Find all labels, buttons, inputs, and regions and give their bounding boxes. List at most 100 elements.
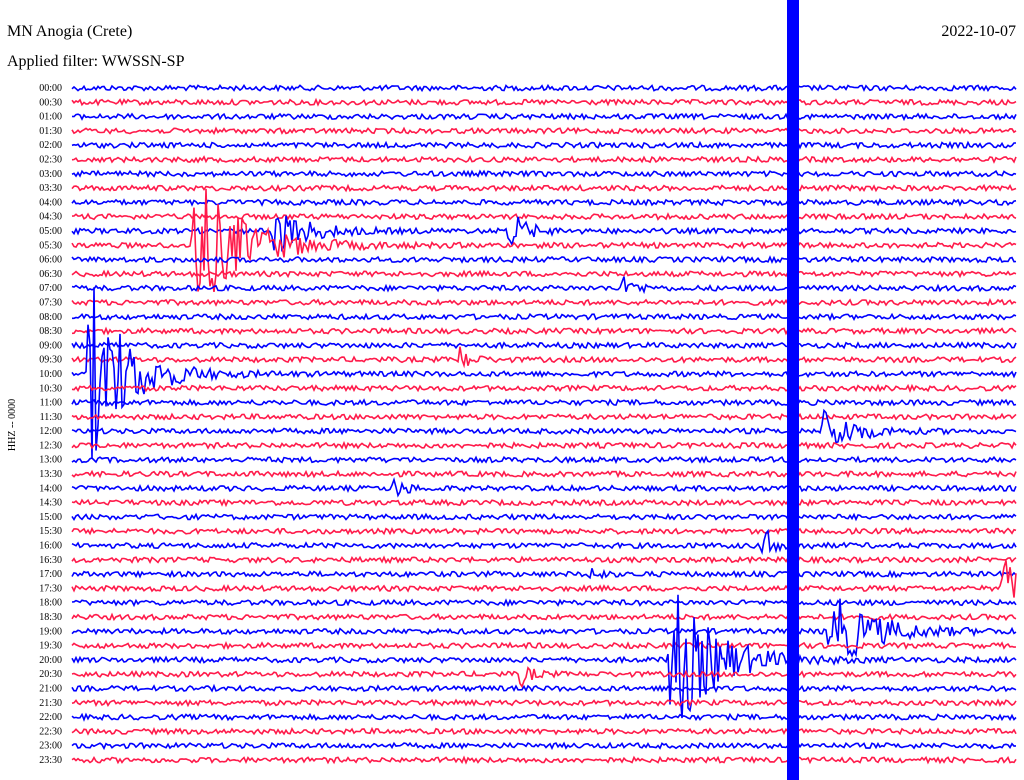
trace bbox=[71, 188, 1017, 293]
trace bbox=[71, 287, 1017, 459]
trace bbox=[71, 469, 1017, 479]
trace bbox=[71, 612, 1017, 622]
time-label: 18:30 bbox=[39, 612, 62, 623]
time-label: 00:00 bbox=[39, 83, 62, 94]
trace bbox=[71, 341, 1017, 350]
time-label: 02:00 bbox=[39, 140, 62, 151]
time-label: 22:30 bbox=[39, 726, 62, 737]
time-label: 03:00 bbox=[39, 169, 62, 180]
time-label: 06:30 bbox=[39, 269, 62, 280]
trace bbox=[71, 326, 1017, 336]
trace bbox=[71, 198, 1017, 207]
trace bbox=[71, 183, 1017, 193]
time-label: 06:00 bbox=[39, 255, 62, 266]
time-label: 09:30 bbox=[39, 355, 62, 366]
trace bbox=[71, 83, 1017, 93]
time-label: 03:30 bbox=[39, 183, 62, 194]
trace bbox=[71, 666, 1017, 689]
time-label: 23:30 bbox=[39, 755, 62, 766]
trace bbox=[71, 498, 1017, 508]
filter: Applied filter: WWSSN-SP bbox=[7, 53, 185, 70]
trace bbox=[71, 140, 1016, 150]
trace bbox=[71, 346, 1017, 369]
trace bbox=[71, 640, 1017, 651]
trace bbox=[71, 440, 1017, 451]
time-label: 23:00 bbox=[39, 741, 62, 752]
time-label: 04:30 bbox=[39, 212, 62, 223]
time-label: 02:30 bbox=[39, 154, 62, 165]
station: MN Anogia (Crete) bbox=[7, 23, 132, 40]
trace bbox=[71, 297, 1017, 307]
trace bbox=[71, 276, 1017, 295]
time-label: 20:00 bbox=[39, 655, 62, 666]
time-label: 07:00 bbox=[39, 283, 62, 294]
trace bbox=[71, 568, 1017, 580]
time-label: 21:00 bbox=[39, 684, 62, 695]
trace bbox=[71, 383, 1017, 393]
trace bbox=[71, 269, 1017, 279]
time-label: 14:30 bbox=[39, 498, 62, 509]
trace bbox=[71, 698, 1017, 708]
trace bbox=[71, 398, 1017, 407]
time-label: 12:30 bbox=[39, 440, 62, 451]
trace bbox=[71, 526, 1017, 536]
time-label: 17:00 bbox=[39, 569, 62, 580]
trace bbox=[71, 712, 1017, 722]
time-label: 05:00 bbox=[39, 226, 62, 237]
time-label: 18:00 bbox=[39, 598, 62, 609]
time-label: 08:30 bbox=[39, 326, 62, 337]
trace bbox=[71, 412, 1017, 422]
trace bbox=[71, 555, 1017, 565]
trace bbox=[71, 477, 1017, 498]
time-label: 19:30 bbox=[39, 641, 62, 652]
time-label: 00:30 bbox=[39, 97, 62, 108]
time-label: 04:00 bbox=[39, 197, 62, 208]
time-label: 05:30 bbox=[39, 240, 62, 251]
trace bbox=[71, 755, 1017, 765]
time-label: 15:30 bbox=[39, 526, 62, 537]
trace bbox=[71, 112, 1017, 122]
date: 2022-10-07 bbox=[941, 23, 1016, 40]
trace bbox=[71, 560, 1017, 598]
trace bbox=[71, 212, 1017, 221]
time-label: 14:00 bbox=[39, 483, 62, 494]
time-label: 17:30 bbox=[39, 583, 62, 594]
trace bbox=[71, 594, 1017, 719]
traces bbox=[71, 0, 1017, 780]
time-label: 11:30 bbox=[40, 412, 62, 423]
trace bbox=[71, 683, 1017, 694]
time-label: 22:00 bbox=[39, 712, 62, 723]
time-label: 21:30 bbox=[39, 698, 62, 709]
time-label: 16:00 bbox=[39, 541, 62, 552]
time-label: 15:00 bbox=[39, 512, 62, 523]
trace bbox=[72, 312, 1017, 322]
trace bbox=[71, 455, 1017, 465]
saturated-event bbox=[787, 0, 799, 780]
trace bbox=[71, 512, 1017, 522]
time-label: 13:30 bbox=[39, 469, 62, 480]
time-label: 19:00 bbox=[39, 626, 62, 637]
trace bbox=[71, 155, 1017, 164]
trace bbox=[71, 598, 1017, 658]
time-label: 07:30 bbox=[39, 297, 62, 308]
trace bbox=[71, 169, 1017, 179]
time-label: 20:30 bbox=[39, 669, 62, 680]
trace bbox=[71, 598, 1017, 608]
time-label: 10:30 bbox=[39, 383, 62, 394]
trace bbox=[71, 408, 1017, 444]
time-label: 16:30 bbox=[39, 555, 62, 566]
time-label: 12:00 bbox=[39, 426, 62, 437]
time-label: 08:00 bbox=[39, 312, 62, 323]
time-label: 13:00 bbox=[39, 455, 62, 466]
trace bbox=[71, 97, 1017, 107]
trace bbox=[71, 528, 1017, 556]
trace bbox=[71, 255, 1017, 264]
trace bbox=[71, 726, 1017, 736]
channel-label: HHZ -- 0000 bbox=[7, 399, 18, 451]
time-label: 01:00 bbox=[39, 112, 62, 123]
trace bbox=[71, 741, 1017, 751]
time-label: 10:00 bbox=[39, 369, 62, 380]
time-label: 11:00 bbox=[40, 398, 62, 409]
